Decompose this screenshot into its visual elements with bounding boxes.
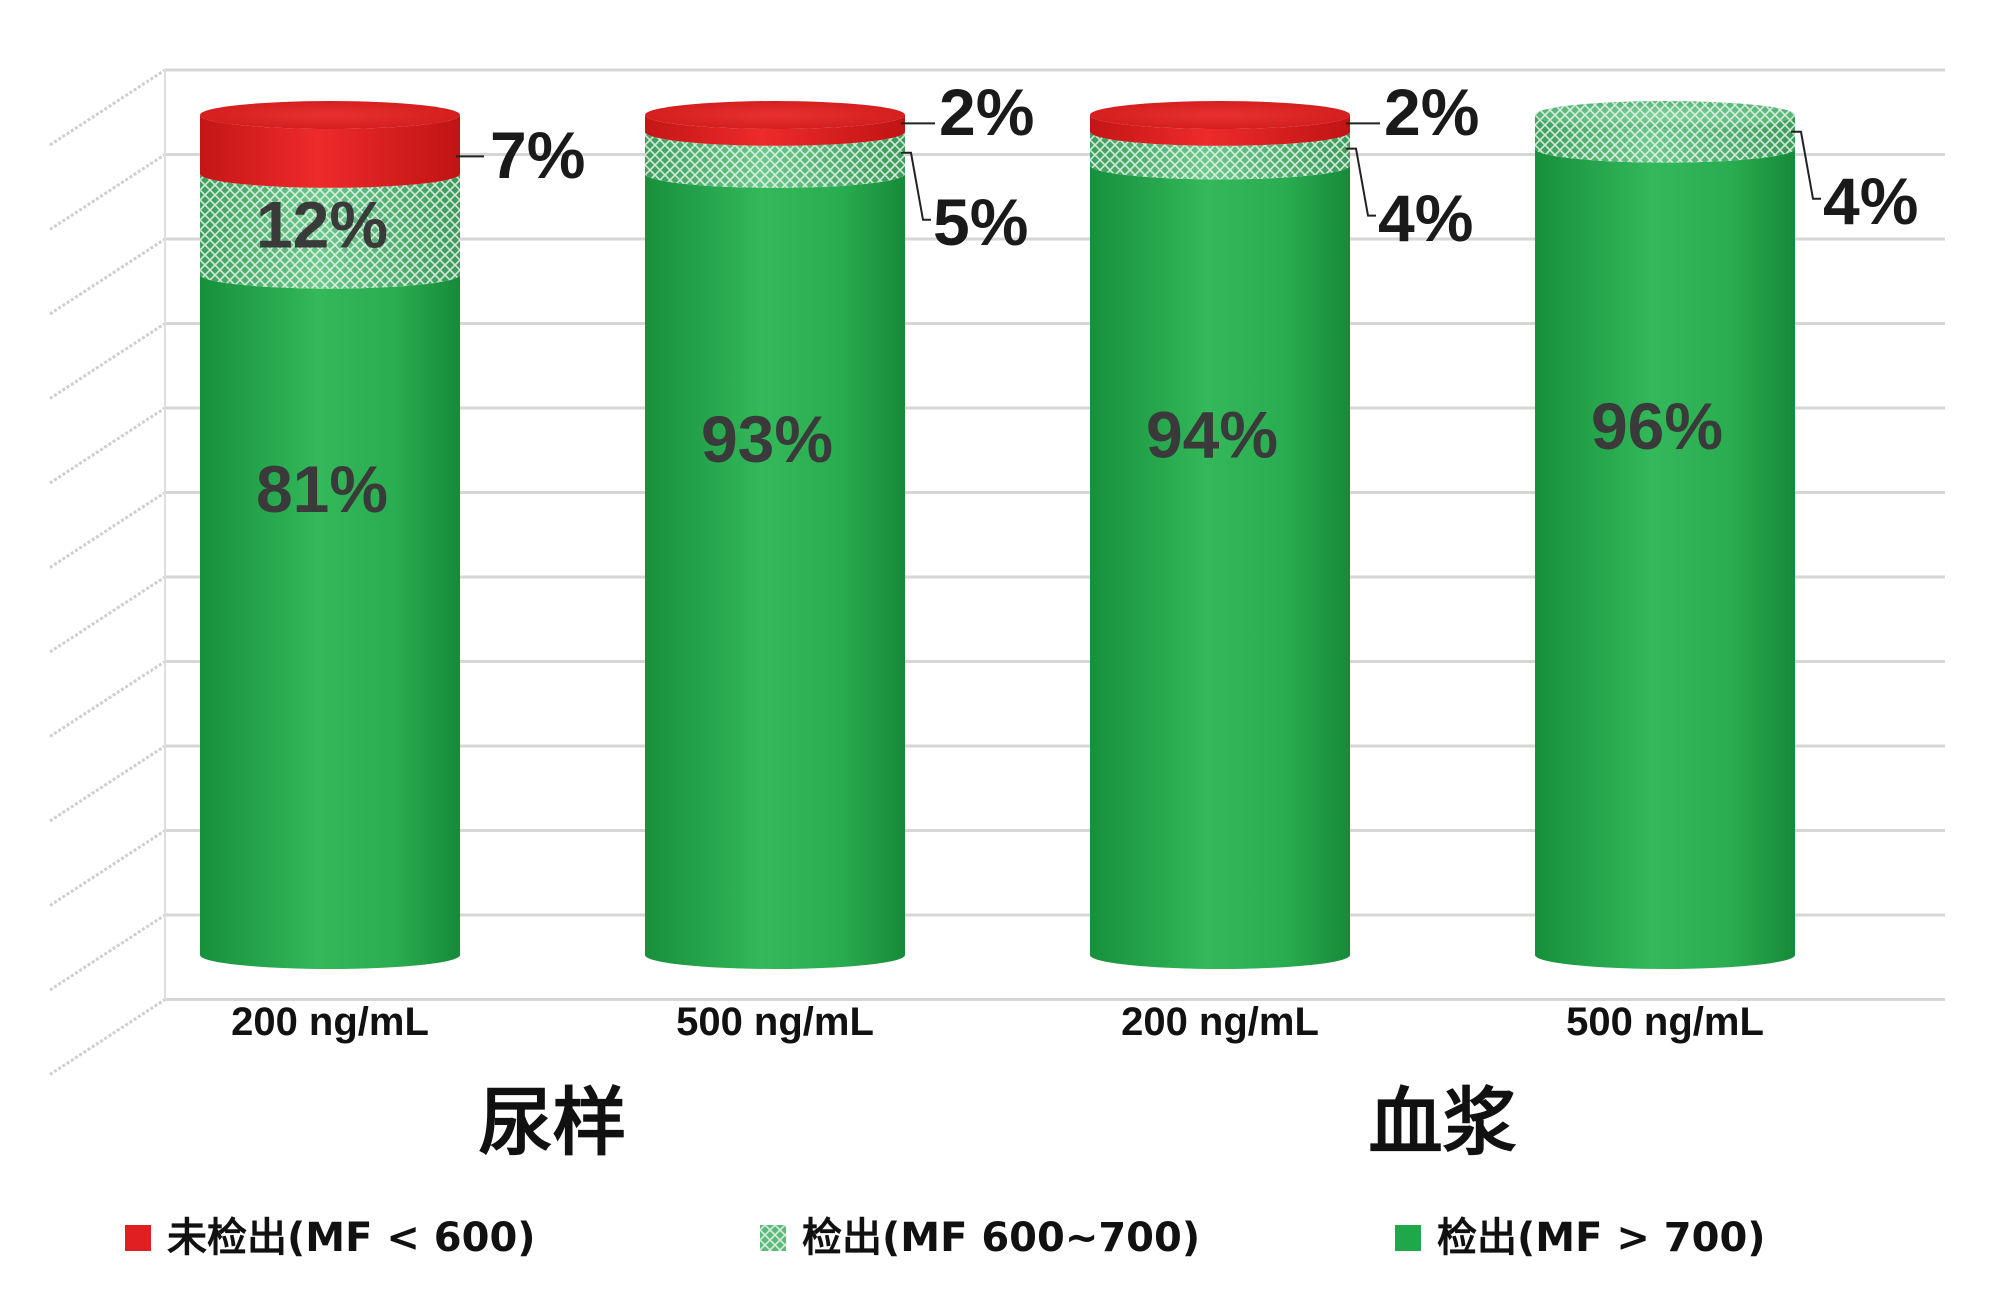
bars	[200, 101, 1795, 970]
gridline-perspective	[49, 237, 166, 316]
leader-line	[901, 151, 931, 221]
bar-segment-mf-lt-600	[200, 115, 460, 188]
data-label-mf-lt-600: 2%	[1384, 75, 1479, 149]
legend-item: 检出(MF 600~700)	[760, 1215, 1200, 1261]
data-label-mf-600-700: 4%	[1378, 181, 1473, 255]
bar-segment-mf-lt-600	[645, 115, 905, 146]
bar-top-cap	[1090, 101, 1350, 129]
gridline-perspective	[49, 491, 166, 569]
bar-segment-mf-gt-700-body	[200, 274, 460, 969]
gridline-perspective	[49, 744, 166, 823]
legend-label: 未检出(MF < 600)	[167, 1215, 536, 1261]
data-label-mf-gt-700: 96%	[1591, 389, 1723, 463]
gridline-perspective	[49, 68, 166, 147]
bar-segment-mf-gt-700	[1090, 165, 1350, 969]
bar-top-cap	[200, 101, 460, 129]
bar-segment-mf-600-700-hatch	[1090, 131, 1350, 180]
bar-segment-mf-gt-700-body	[1535, 148, 1795, 970]
bar-segment-mf-lt-600-body	[1090, 115, 1350, 146]
category-label: 500 ng/mL	[676, 1000, 874, 1044]
bar-segment-mf-lt-600	[1090, 115, 1350, 146]
gridline-perspective	[49, 322, 166, 400]
category-label: 200 ng/mL	[1121, 1000, 1319, 1044]
gridline-perspective	[49, 829, 166, 907]
gridline-perspective	[49, 913, 166, 992]
bar-segment-mf-gt-700-body	[1090, 165, 1350, 969]
data-label-mf-gt-700: 81%	[256, 452, 388, 526]
bar-segment-mf-lt-600-body	[645, 115, 905, 146]
leader-line	[1346, 147, 1376, 217]
data-label-mf-600-700: 4%	[1823, 164, 1918, 238]
bar-segment-mf-600-700	[1090, 131, 1350, 180]
bar-group-3	[1535, 101, 1795, 970]
data-label-mf-gt-700: 94%	[1146, 398, 1278, 472]
legend-label: 检出(MF 600~700)	[802, 1215, 1200, 1261]
gridline-perspective	[49, 660, 166, 738]
bar-segment-mf-600-700-hatch	[200, 173, 460, 289]
legend: 未检出(MF < 600) 检出(MF 600~700) 检出(MF > 700)	[125, 1215, 1766, 1261]
bar-segment-mf-600-700-hatch	[645, 131, 905, 188]
data-label-mf-gt-700: 93%	[701, 402, 833, 476]
gridline-perspective	[49, 575, 166, 654]
data-label-mf-lt-600: 2%	[939, 75, 1034, 149]
category-label: 200 ng/mL	[231, 1000, 429, 1044]
bar-segment-mf-gt-700	[1535, 148, 1795, 970]
bar-segment-mf-lt-600-body	[200, 115, 460, 188]
bar-top-cap	[645, 101, 905, 129]
labels: 81% 12% 7% 200 ng/mL 93% 2% 5% 500 ng/mL 94% 2% 4%…	[231, 75, 1918, 1166]
legend-swatch-hatch	[760, 1225, 786, 1251]
legend-swatch	[1395, 1225, 1421, 1251]
leader-line	[1791, 130, 1821, 200]
bar-top-cap-hatch	[1535, 101, 1795, 129]
bar-segment-mf-gt-700	[200, 274, 460, 969]
legend-item: 检出(MF > 700)	[1395, 1215, 1766, 1261]
legend-swatch	[125, 1225, 151, 1251]
data-label-mf-lt-600: 7%	[490, 118, 585, 192]
bar-segment-mf-gt-700	[645, 173, 905, 970]
bar-segment-mf-600-700	[200, 173, 460, 289]
group-label: 尿样	[479, 1080, 627, 1166]
gridline-perspective	[49, 153, 166, 231]
data-label-mf-600-700: 12%	[256, 188, 388, 262]
data-label-mf-600-700: 5%	[933, 185, 1028, 259]
legend-label: 检出(MF > 700)	[1437, 1215, 1766, 1261]
group-label: 血浆	[1369, 1080, 1517, 1166]
bar-segment-mf-600-700-hatch	[1535, 115, 1795, 163]
bar-segment-mf-600-700	[1535, 115, 1795, 163]
legend-item: 未检出(MF < 600)	[125, 1215, 536, 1261]
gridline-perspective	[49, 406, 166, 485]
category-label: 500 ng/mL	[1566, 1000, 1764, 1044]
bar-group-0	[200, 101, 460, 969]
bar-segment-mf-600-700	[645, 131, 905, 188]
bar-segment-mf-gt-700-body	[645, 173, 905, 970]
bar-group-2	[1090, 101, 1350, 969]
bar-group-1	[645, 101, 905, 970]
gridline-perspective	[49, 998, 166, 1076]
